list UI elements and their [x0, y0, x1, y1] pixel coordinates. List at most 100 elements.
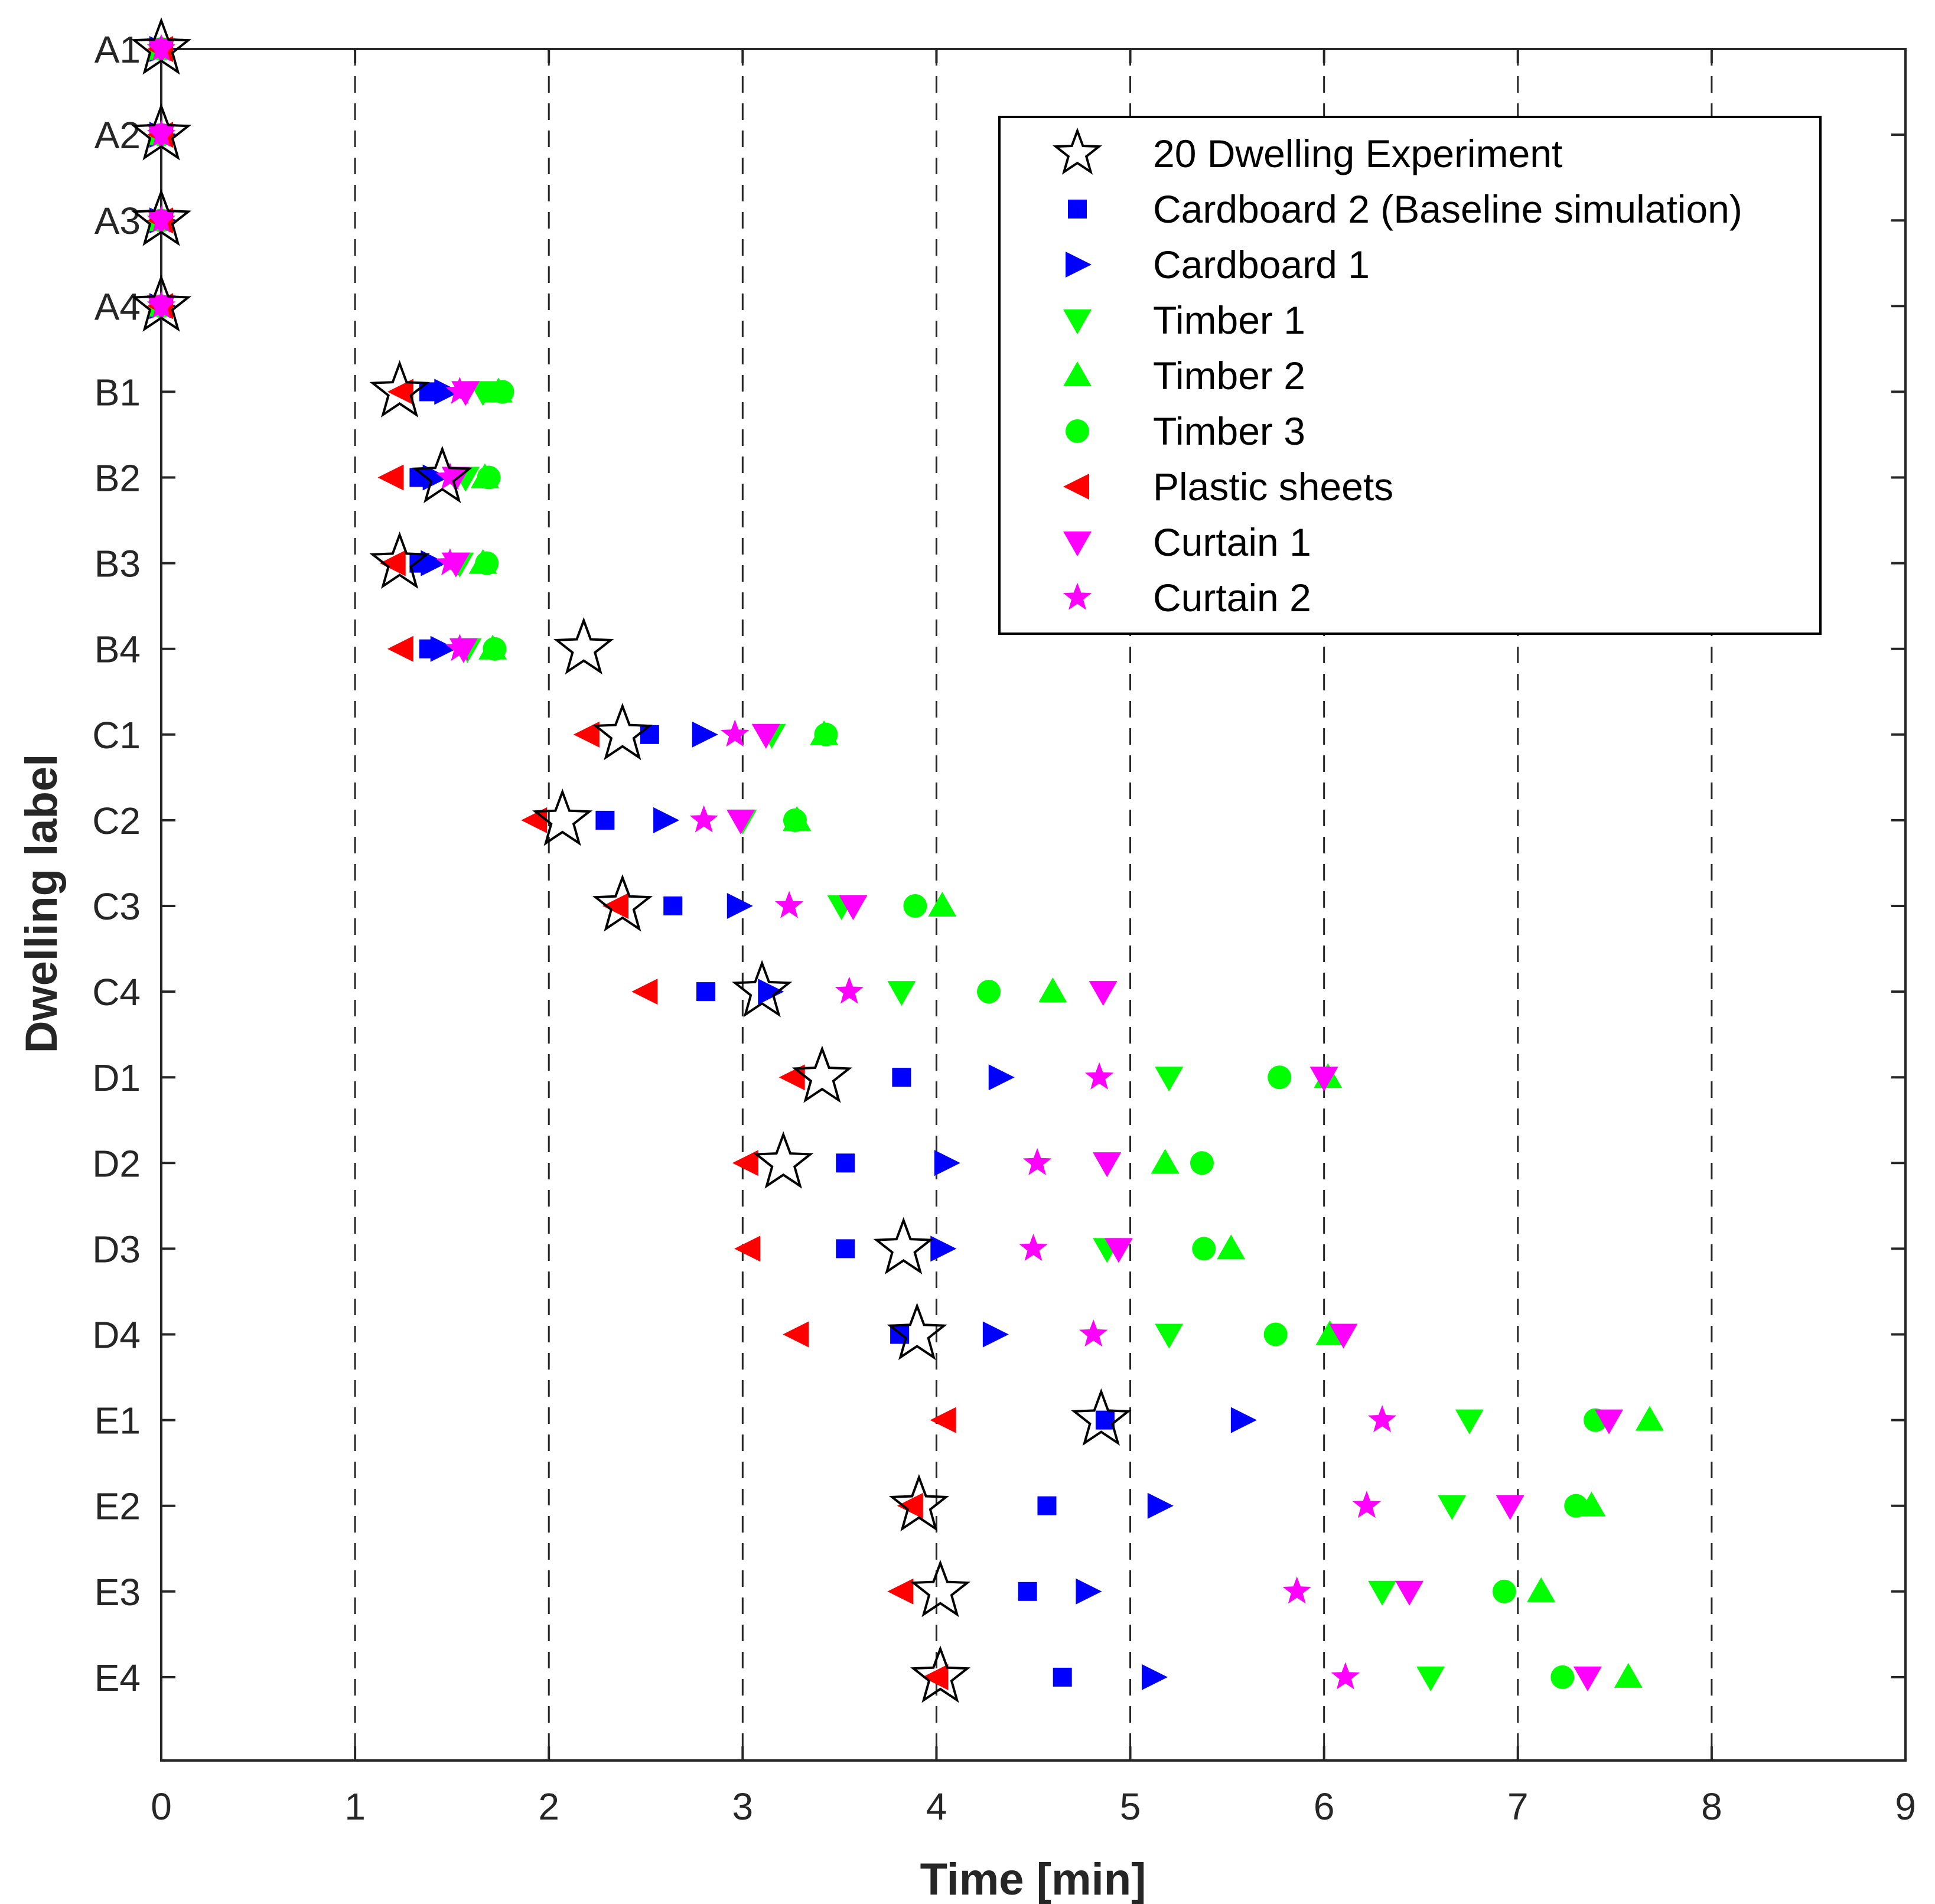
point-20-dwelling-experiment-e3 — [910, 1560, 971, 1618]
point-timber-3-b1 — [490, 380, 514, 404]
point-20-dwelling-experiment-c1 — [592, 703, 653, 761]
point-curtain-1-d4 — [1329, 1323, 1358, 1349]
point-timber-2-d3 — [1217, 1234, 1246, 1260]
point-timber-3-c3 — [903, 894, 927, 918]
point-curtain-2-e3 — [1282, 1576, 1311, 1604]
x-tick-label: 8 — [1701, 1785, 1722, 1828]
point-cardboard-2-baseline-simulation-e4 — [1053, 1667, 1072, 1687]
legend-marker-4 — [1063, 309, 1092, 334]
x-tick-label: 4 — [926, 1785, 947, 1828]
y-tick-label-e1: E1 — [95, 1400, 141, 1442]
point-timber-3-b3 — [475, 551, 499, 575]
legend-label-9: Curtain 2 — [1153, 576, 1311, 620]
legend: 20 Dwelling Experiment Cardboard 2 (Basel… — [998, 116, 1822, 635]
y-tick-label-c4: C4 — [92, 971, 141, 1013]
point-timber-3-c1 — [814, 722, 838, 746]
point-curtain-2-a4 — [146, 291, 176, 318]
point-curtain-2-b3 — [435, 548, 465, 576]
point-timber-2-d2 — [1151, 1149, 1180, 1174]
point-curtain-1-d1 — [1309, 1067, 1338, 1092]
point-20-dwelling-experiment-c2 — [532, 788, 593, 846]
point-curtain-1-e1 — [1594, 1409, 1623, 1434]
y-tick-label-b4: B4 — [95, 628, 141, 671]
x-tick-label: 0 — [151, 1785, 172, 1828]
point-20-dwelling-experiment-b4 — [553, 617, 614, 675]
x-tick-label: 5 — [1120, 1785, 1141, 1828]
point-cardboard-1-d4 — [982, 1321, 1009, 1348]
point-plastic-sheets-e1 — [930, 1407, 956, 1433]
point-20-dwelling-experiment-a3 — [131, 188, 192, 246]
point-curtain-2-d1 — [1084, 1062, 1114, 1090]
y-tick-label-b3: B3 — [95, 543, 141, 585]
point-timber-3-c2 — [783, 808, 807, 832]
point-curtain-2-b4 — [445, 634, 474, 661]
point-timber-2-e1 — [1635, 1406, 1664, 1431]
point-curtain-2-b1 — [445, 376, 474, 404]
point-timber-3-b2 — [477, 465, 501, 490]
point-curtain-2-a2 — [146, 119, 176, 147]
point-timber-1-e1 — [1455, 1409, 1484, 1434]
point-cardboard-1-d2 — [934, 1150, 960, 1176]
point-cardboard-2-baseline-simulation-c1 — [640, 725, 659, 744]
point-plastic-sheets-b4 — [387, 635, 413, 662]
point-plastic-sheets-d3 — [734, 1235, 761, 1262]
point-cardboard-2-baseline-simulation-e3 — [1018, 1582, 1037, 1601]
legend-label-5: Timber 2 — [1153, 354, 1305, 397]
legend-label-1: 20 Dwelling Experiment — [1153, 132, 1562, 175]
point-curtain-2-b2 — [435, 462, 465, 490]
x-axis-title: Time [min] — [920, 1854, 1146, 1904]
point-timber-3-d1 — [1268, 1065, 1292, 1090]
point-curtain-1-c3 — [839, 895, 868, 920]
point-curtain-2-d2 — [1022, 1147, 1052, 1175]
y-tick-label-c2: C2 — [92, 800, 141, 842]
legend-marker-2 — [1068, 200, 1087, 219]
point-20-dwelling-experiment-a4 — [131, 274, 192, 332]
point-timber-1-d1 — [1155, 1067, 1184, 1092]
point-curtain-2-a3 — [146, 205, 176, 233]
point-20-dwelling-experiment-d4 — [887, 1302, 947, 1360]
point-timber-3-e2 — [1564, 1494, 1588, 1518]
y-axis-title: Dwelling label — [17, 754, 67, 1054]
y-tick-label-a4: A4 — [95, 285, 141, 328]
point-curtain-2-e1 — [1367, 1405, 1397, 1433]
y-tick-label-e2: E2 — [95, 1485, 141, 1528]
point-20-dwelling-experiment-b3 — [369, 531, 430, 589]
point-cardboard-1-c2 — [653, 807, 680, 833]
legend-marker-1 — [1052, 127, 1103, 175]
legend-box — [998, 116, 1822, 635]
point-cardboard-1-e2 — [1147, 1492, 1174, 1519]
x-tick-label: 1 — [344, 1785, 366, 1828]
point-20-dwelling-experiment-d1 — [791, 1045, 852, 1103]
point-plastic-sheets-c1 — [573, 721, 600, 748]
point-cardboard-2-baseline-simulation-e2 — [1037, 1496, 1057, 1515]
point-timber-3-c4 — [977, 980, 1001, 1004]
point-plastic-sheets-e2 — [897, 1492, 923, 1519]
point-plastic-sheets-b1 — [387, 379, 413, 405]
y-tick-label-d4: D4 — [92, 1314, 141, 1357]
point-plastic-sheets-e4 — [922, 1664, 949, 1690]
point-plastic-sheets-d2 — [732, 1150, 758, 1176]
legend-label-4: Timber 1 — [1153, 298, 1305, 342]
point-curtain-1-c4 — [1089, 981, 1118, 1006]
point-cardboard-1-e1 — [1230, 1407, 1257, 1433]
point-cardboard-2-baseline-simulation-e1 — [1095, 1410, 1115, 1430]
point-20-dwelling-experiment-e4 — [910, 1645, 971, 1703]
y-tick-label-b2: B2 — [95, 457, 141, 500]
point-curtain-1-d3 — [1104, 1238, 1133, 1263]
point-plastic-sheets-d4 — [783, 1321, 809, 1348]
point-cardboard-1-b3 — [421, 550, 447, 576]
point-timber-2-e4 — [1614, 1662, 1643, 1688]
point-curtain-1-c2 — [727, 809, 755, 834]
point-cardboard-2-baseline-simulation-c3 — [663, 896, 683, 915]
legend-marker-9 — [1063, 582, 1092, 610]
point-cardboard-1-b4 — [430, 635, 457, 662]
y-tick-label-d1: D1 — [92, 1057, 141, 1099]
y-axis-ticks: A1 A2 A3 A4 B1 B2 B3 B4 C1 C2 C3 C4 D1 D2 D3 D4 E1 E2 E3 E4 — [92, 28, 1905, 1699]
x-tick-label: 9 — [1895, 1785, 1916, 1828]
legend-label-2: Cardboard 2 (Baseline simulation) — [1153, 187, 1742, 231]
point-timber-1-e2 — [1438, 1495, 1467, 1520]
point-cardboard-1-c1 — [692, 721, 718, 748]
x-tick-label: 3 — [732, 1785, 754, 1828]
point-timber-2-c4 — [1038, 977, 1067, 1003]
point-20-dwelling-experiment-a1 — [131, 17, 192, 75]
